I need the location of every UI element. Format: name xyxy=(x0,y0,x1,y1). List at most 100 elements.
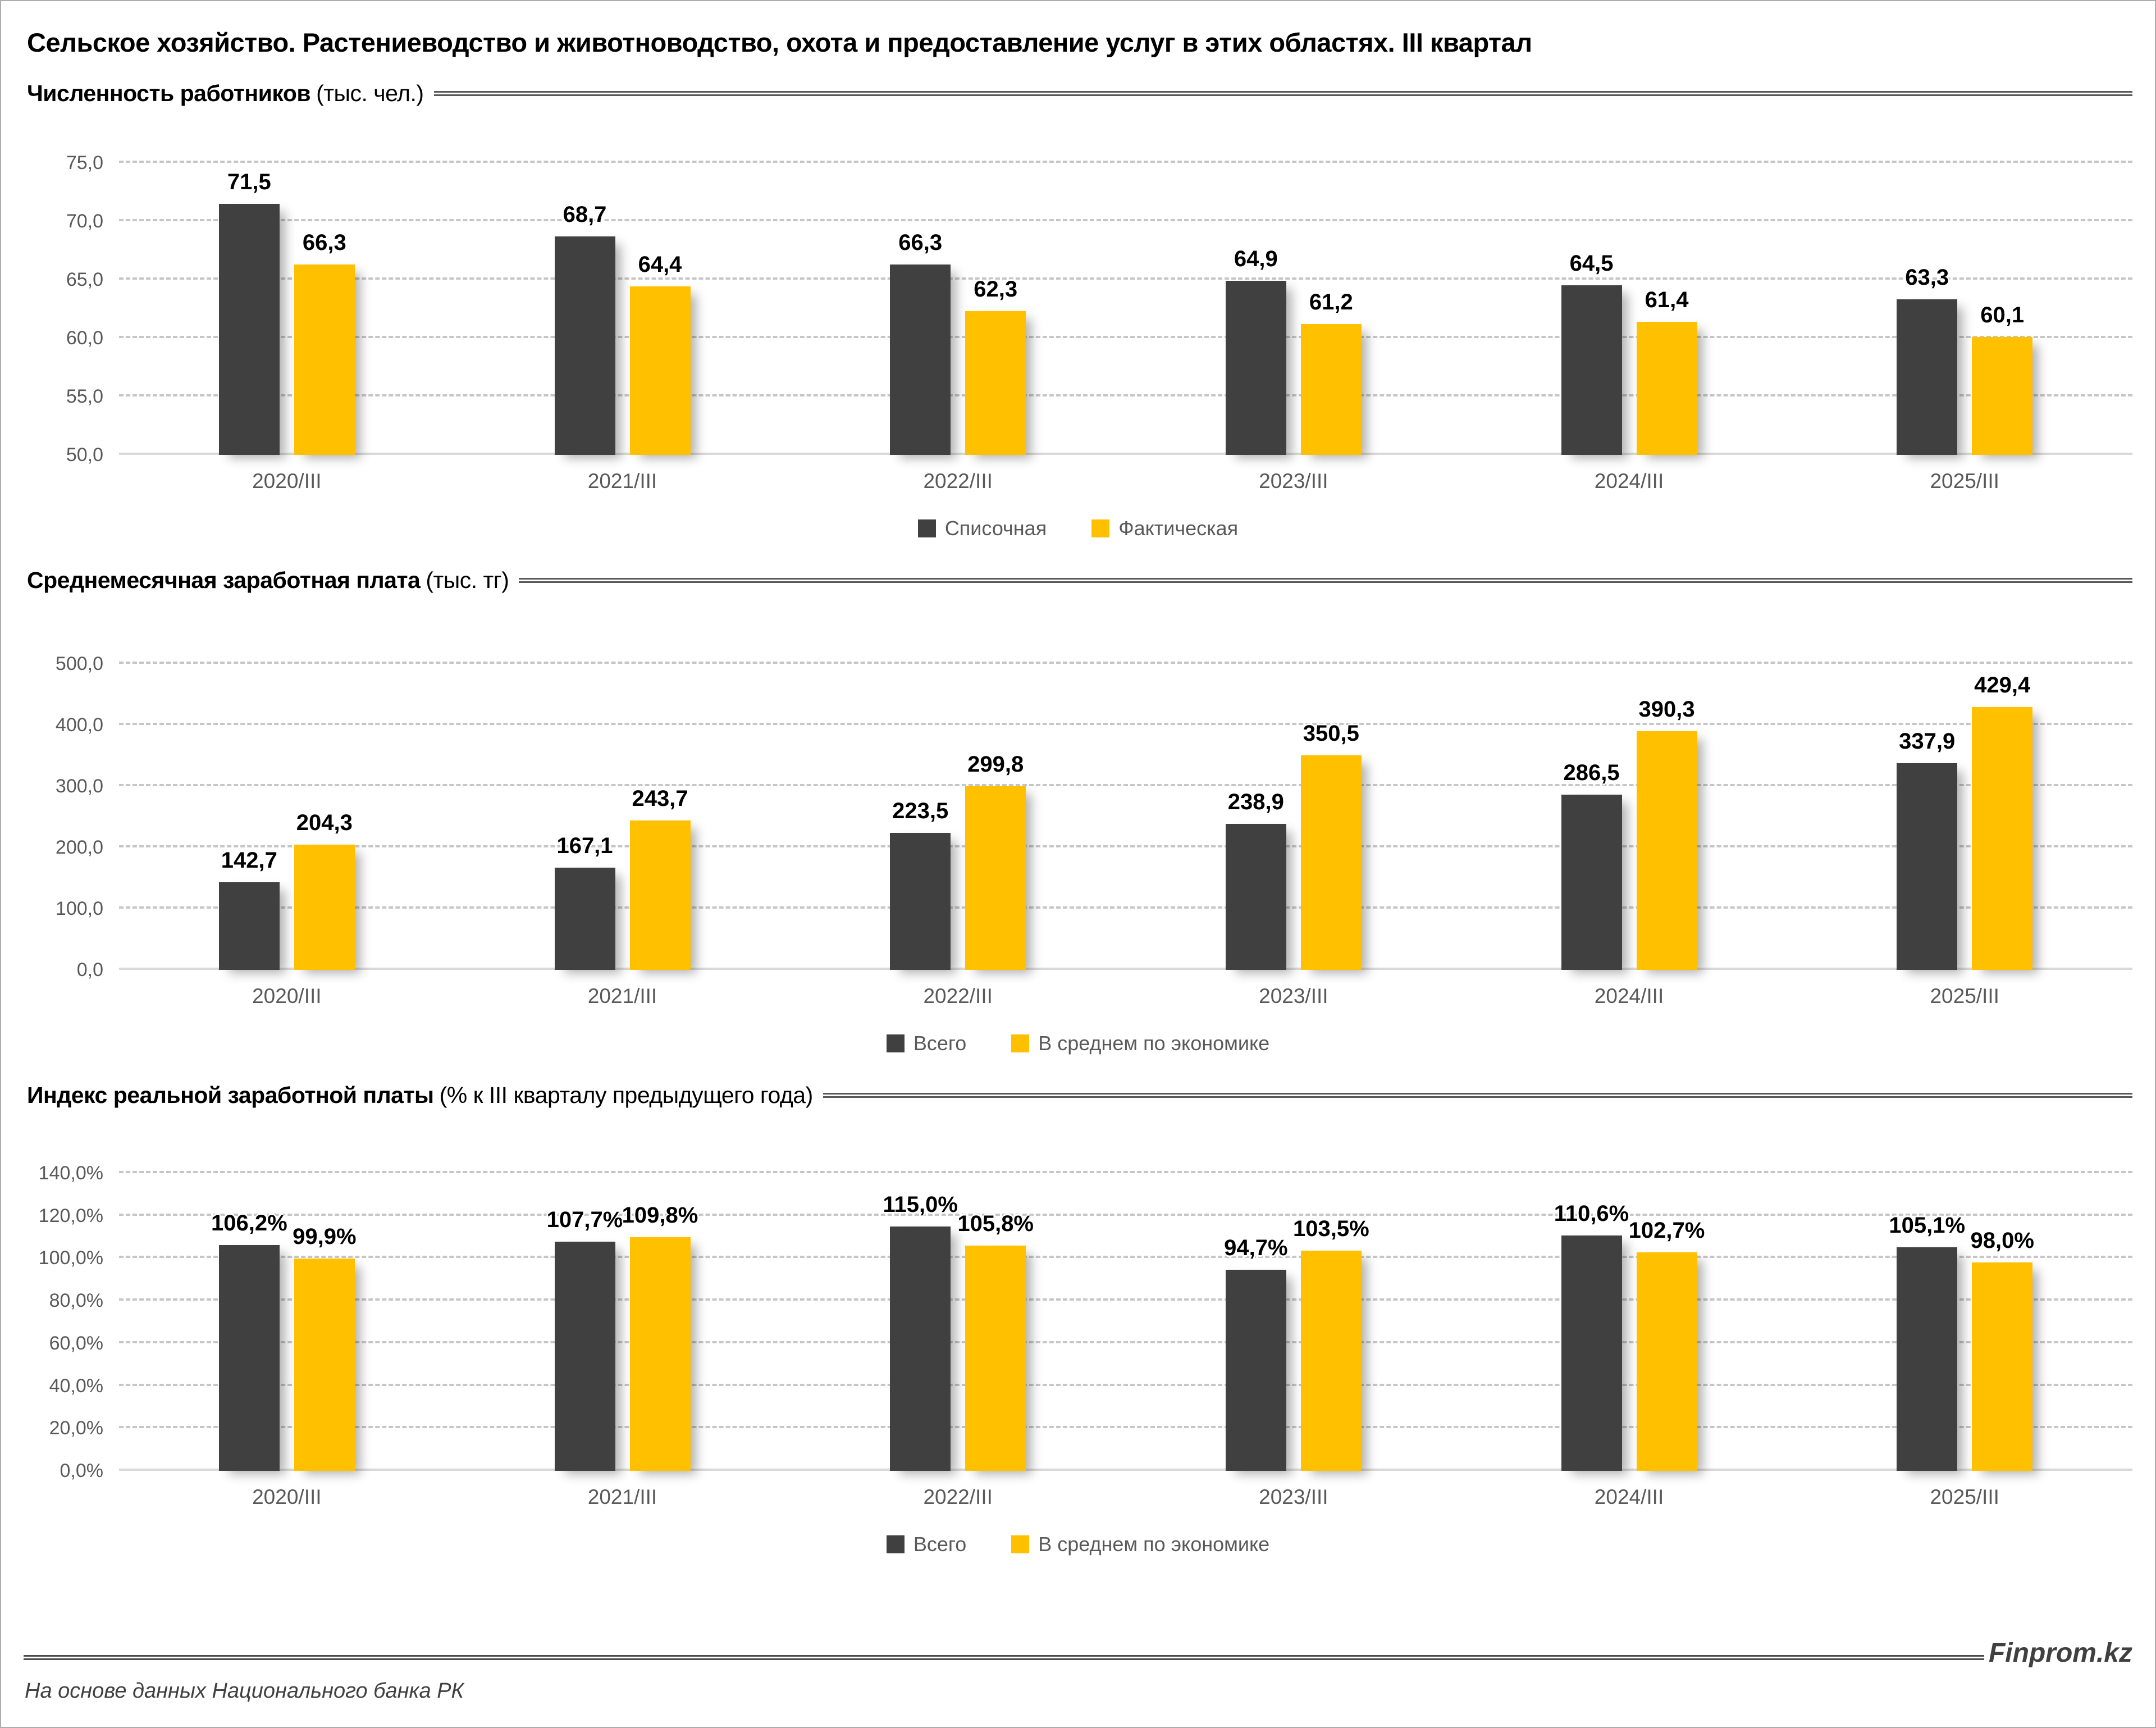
y-axis-tick: 50,0 xyxy=(66,444,103,466)
bar-economy-average: 429,4 xyxy=(1972,673,2033,970)
legend-swatch xyxy=(917,519,936,537)
bar-economy-average: 109,8% xyxy=(622,1203,698,1471)
x-axis-label: 2025/III xyxy=(1930,469,1999,493)
gridline xyxy=(119,723,2132,725)
bar-payroll: 71,5 xyxy=(218,170,280,455)
bar-value-label: 105,8% xyxy=(957,1211,1034,1237)
y-axis-tick: 400,0 xyxy=(55,714,103,736)
page-title: Сельское хозяйство. Растениеводство и жи… xyxy=(27,28,1532,57)
y-axis-tick: 100,0% xyxy=(38,1247,103,1269)
x-axis-label: 2023/III xyxy=(1259,469,1328,493)
bar-value-label: 107,7% xyxy=(546,1207,623,1233)
y-axis-tick: 120,0% xyxy=(38,1205,103,1227)
legend-item-total: Всего xyxy=(886,1032,967,1055)
y-axis-tick: 300,0 xyxy=(55,776,103,797)
bar-value-label: 142,7 xyxy=(221,848,277,873)
bar-value-label: 60,1 xyxy=(1980,302,2025,327)
legend-swatch xyxy=(1091,519,1110,537)
bar-economy-average: 204,3 xyxy=(294,810,355,970)
y-axis-tick: 80,0% xyxy=(49,1290,103,1312)
legend-label: Всего xyxy=(913,1533,967,1556)
legend-swatch xyxy=(1011,1034,1030,1052)
source-note: На основе данных Национального банка РК xyxy=(25,1679,464,1703)
bar-group: 94,7% 103,5% xyxy=(1126,1173,1461,1471)
bar-value-label: 337,9 xyxy=(1899,728,1956,754)
bar-value-label: 103,5% xyxy=(1293,1216,1369,1242)
bar-group: 142,7 204,3 xyxy=(119,664,455,970)
x-axis-label: 2022/III xyxy=(923,469,993,493)
bar-value-label: 71,5 xyxy=(227,169,271,194)
x-axis-label: 2025/III xyxy=(1930,1485,1999,1508)
bar-payroll: 64,9 xyxy=(1225,247,1286,455)
y-axis-tick: 75,0 xyxy=(66,152,103,174)
bar-economy-average: 350,5 xyxy=(1300,721,1362,970)
bar-group: 71,5 66,3 xyxy=(119,163,455,455)
bar-actual: 61,2 xyxy=(1300,290,1362,455)
bar-total: 107,7% xyxy=(547,1207,623,1471)
x-axis-label: 2023/III xyxy=(1259,1485,1328,1508)
bar-economy-average: 390,3 xyxy=(1636,697,1697,970)
bar-value-label: 243,7 xyxy=(632,786,688,811)
brand-logo: Finprom.kz xyxy=(1988,1638,2132,1668)
header-rule xyxy=(823,1093,2132,1098)
legend-label: В среднем по экономике xyxy=(1038,1533,1270,1556)
bar-value-label: 115,0% xyxy=(883,1192,958,1217)
bar-group: 337,9 429,4 xyxy=(1797,664,2132,970)
y-axis-tick: 100,0 xyxy=(55,898,103,919)
gridline xyxy=(119,277,2132,280)
chart-unit: (% к III кварталу предыдущего года) xyxy=(439,1082,814,1108)
y-axis-tick: 500,0 xyxy=(55,653,103,674)
bar-value-label: 167,1 xyxy=(556,833,613,858)
bar-value-label: 61,4 xyxy=(1645,287,1689,312)
x-axis-label: 2022/III xyxy=(923,1485,993,1508)
bar-value-label: 105,1% xyxy=(1889,1213,1966,1238)
bar-economy-average: 98,0% xyxy=(1970,1228,2034,1471)
plot-area: 71,5 66,3 68,7 64,4 66,3 62,3 64,9 61,2 64,5 61,4… xyxy=(119,161,2132,455)
gridline xyxy=(119,1171,2132,1173)
bar-value-label: 350,5 xyxy=(1303,721,1359,746)
bar-value-label: 61,2 xyxy=(1309,290,1353,315)
bar-group: 223,5 299,8 xyxy=(790,664,1126,970)
chart-average-salary: Среднемесячная заработная плата (тыс. тг… xyxy=(24,567,2132,1055)
bar-group: 64,5 61,4 xyxy=(1461,163,1797,455)
bar-value-label: 99,9% xyxy=(293,1224,357,1249)
gridline xyxy=(119,1341,2132,1343)
bar-total: 94,7% xyxy=(1224,1235,1288,1471)
bar-value-label: 64,9 xyxy=(1234,247,1278,272)
x-axis-label: 2020/III xyxy=(252,1485,322,1508)
header-rule xyxy=(433,91,2132,96)
bar-value-label: 98,0% xyxy=(1970,1228,2034,1253)
gridline xyxy=(119,336,2132,338)
gridline xyxy=(119,1383,2132,1386)
y-axis: 140,0% 120,0% 100,0% 80,0% 60,0% 40,0% 20,0% 0,… xyxy=(24,1164,119,1480)
bar-group: 106,2% 99,9% xyxy=(119,1173,455,1471)
legend-label: Фактическая xyxy=(1118,517,1239,540)
legend-label: Всего xyxy=(913,1032,967,1055)
chart-unit: (тыс. чел.) xyxy=(316,80,424,106)
bar-economy-average: 102,7% xyxy=(1629,1218,1705,1471)
y-axis: 500,0 400,0 300,0 200,0 100,0 0,0 xyxy=(24,654,119,979)
bar-group: 66,3 62,3 xyxy=(790,163,1126,455)
chart-canvas: 500,0 400,0 300,0 200,0 100,0 0,0 142,7 204,3 1… xyxy=(24,654,2132,979)
y-axis-tick: 55,0 xyxy=(66,386,103,407)
chart-header: Среднемесячная заработная плата (тыс. тг… xyxy=(27,567,2132,594)
bar-value-label: 62,3 xyxy=(974,277,1018,302)
bar-payroll: 63,3 xyxy=(1897,265,1958,455)
y-axis-tick: 200,0 xyxy=(55,837,103,858)
bar-actual: 61,4 xyxy=(1636,288,1697,455)
bar-group: 63,3 60,1 xyxy=(1797,163,2132,455)
gridline xyxy=(119,219,2132,221)
bar-economy-average: 99,9% xyxy=(293,1224,357,1471)
x-axis-label: 2021/III xyxy=(587,984,657,1007)
bar-value-label: 109,8% xyxy=(622,1203,698,1228)
chart-header: Численность работников (тыс. чел.) xyxy=(27,80,2132,107)
bar-group: 64,9 61,2 xyxy=(1126,163,1461,455)
y-axis-tick: 0,0 xyxy=(76,959,103,981)
chart-canvas: 75,0 70,0 65,0 60,0 55,0 50,0 71,5 66,3 68,7 64,… xyxy=(24,153,2132,464)
bar-groups: 71,5 66,3 68,7 64,4 66,3 62,3 64,9 61,2 64,5 61,4… xyxy=(119,163,2132,455)
bar-value-label: 238,9 xyxy=(1227,789,1284,814)
bar-total: 337,9 xyxy=(1897,729,1958,970)
bar-actual: 62,3 xyxy=(965,277,1026,455)
bar-payroll: 64,5 xyxy=(1561,251,1622,455)
bar-payroll: 66,3 xyxy=(890,230,951,455)
